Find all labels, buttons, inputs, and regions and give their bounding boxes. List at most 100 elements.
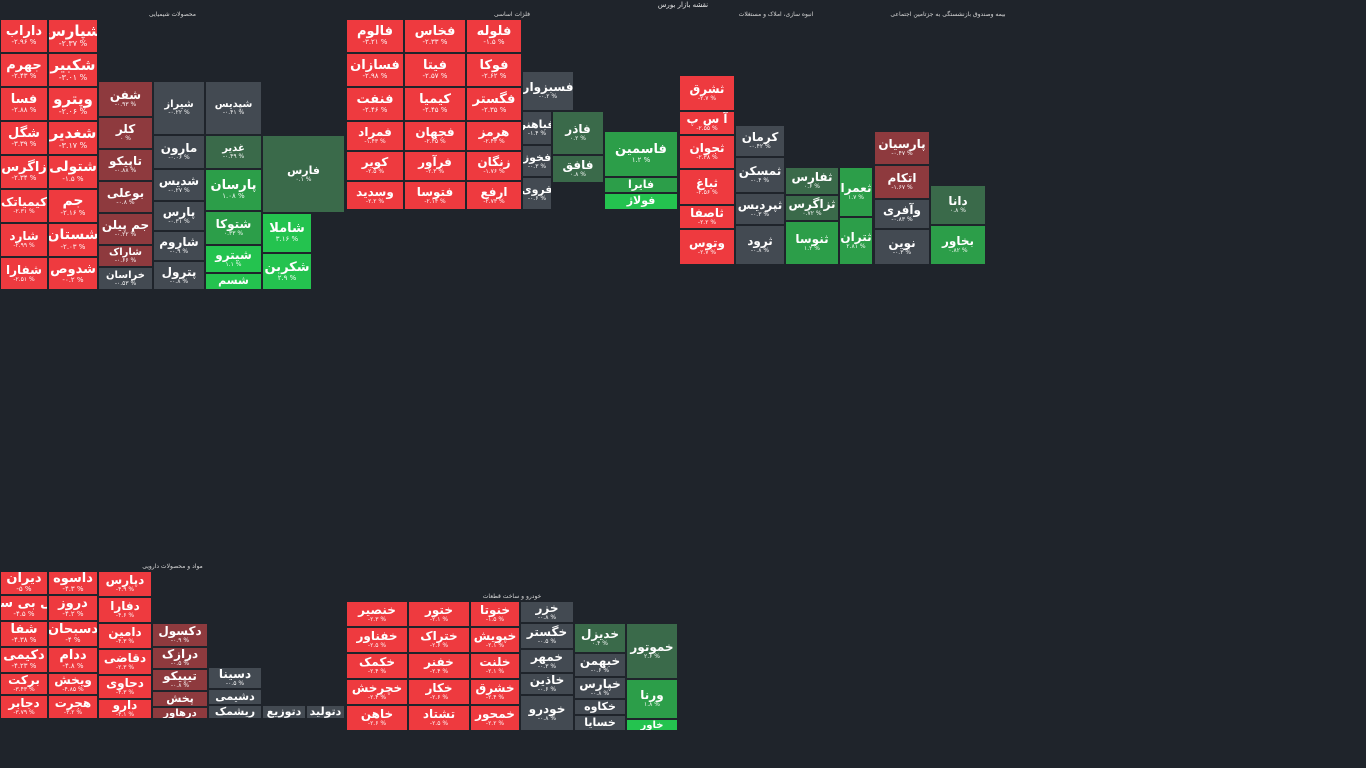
stock-tile[interactable]: فلوله -۱.۵ % (466, 19, 522, 53)
stock-tile[interactable]: دجابر -۳.۷۹ % (0, 695, 48, 719)
stock-tile[interactable]: خبهمن -۰.۶ % (574, 653, 626, 677)
stock-tile[interactable]: کلر ۰ % (98, 117, 153, 149)
stock-tile[interactable]: تاپیکو -۰.۸۸ % (98, 149, 153, 181)
stock-tile[interactable]: دسینا -۰.۵ % (208, 667, 262, 689)
stock-tile[interactable]: خراسان -۰.۵۳ % (98, 267, 153, 290)
stock-tile[interactable]: فایرا (604, 177, 678, 193)
stock-tile[interactable]: مارون -۰.۰۶ % (153, 135, 205, 169)
stock-tile[interactable]: پخش (152, 691, 208, 707)
stock-tile[interactable]: فرآور -۲.۳ % (404, 151, 466, 181)
stock-tile[interactable]: ختور -۲.۱ % (408, 601, 470, 627)
stock-tile[interactable]: فوکا -۲.۶۲ % (466, 53, 522, 87)
stock-tile[interactable]: فخاس -۲.۳۳ % (404, 19, 466, 53)
stock-tile[interactable]: ثفارس ۰.۶ % (785, 167, 839, 195)
stock-tile[interactable]: فنفت -۲.۴۶ % (346, 87, 404, 121)
stock-tile[interactable]: شیراز -۰.۲۲ % (153, 81, 205, 135)
stock-tile[interactable]: شاملا ۳.۱۶ % (262, 213, 312, 253)
stock-tile[interactable]: فسبزوار -۰.۲ % (522, 71, 574, 111)
stock-tile[interactable]: خموتور ۲.۶ % (626, 623, 678, 679)
stock-tile[interactable]: خمحور -۲.۲ % (470, 705, 520, 731)
stock-tile[interactable]: هجرت -۳.۲ % (48, 695, 98, 719)
stock-tile[interactable]: شاروم -۰.۹ % (153, 231, 205, 261)
stock-tile[interactable]: شسم (205, 273, 262, 290)
stock-tile[interactable]: خکمک -۲.۴ % (346, 653, 408, 679)
stock-tile[interactable]: برکت -۳.۴۳ % (0, 673, 48, 695)
stock-tile[interactable]: بخاور ۰.۸۲ % (930, 225, 986, 265)
stock-tile[interactable]: ثمسکن -۰.۴ % (735, 157, 785, 193)
stock-tile[interactable]: فاذر ۰.۲ % (552, 111, 604, 155)
stock-tile[interactable]: دتولید (306, 705, 345, 719)
stock-tile[interactable]: کیمیاتک -۲.۳۱ % (0, 189, 48, 223)
stock-tile[interactable]: وسدید -۲.۲ % (346, 181, 404, 210)
stock-tile[interactable]: جهرم -۲.۴۳ % (0, 53, 48, 87)
stock-tile[interactable]: ددام -۴.۸ % (48, 647, 98, 673)
stock-tile[interactable]: ورنا ۱.۸ % (626, 679, 678, 719)
stock-tile[interactable]: شفارا -۲.۵۱ % (0, 257, 48, 290)
stock-tile[interactable]: غدیر -۰.۴۹ % (205, 135, 262, 169)
stock-tile[interactable]: خپویش -۲.۱ % (470, 627, 520, 653)
stock-tile[interactable]: دیران -۵ % (0, 571, 48, 595)
stock-tile[interactable]: پارسیان -۰.۴۷ % (874, 131, 930, 165)
stock-tile[interactable]: شکبیر -۳.۰۱ % (48, 53, 98, 87)
stock-tile[interactable]: ثنوسا ۱.۲ % (785, 221, 839, 265)
stock-tile[interactable]: فولاژ (604, 193, 678, 210)
stock-tile[interactable]: خودرو -۰.۸ % (520, 695, 574, 731)
stock-tile[interactable]: کویر -۲.۵ % (346, 151, 404, 181)
stock-tile[interactable]: فگستر -۲.۳۵ % (466, 87, 522, 121)
stock-tile[interactable]: دشیمی (208, 689, 262, 705)
stock-tile[interactable]: خاذین -۰.۶ % (520, 673, 574, 695)
stock-tile[interactable]: شتولی -۱.۵ % (48, 155, 98, 189)
stock-tile[interactable]: فسازان -۲.۹۸ % (346, 53, 404, 87)
stock-tile[interactable]: نوین -۰.۳ % (874, 229, 930, 265)
stock-tile[interactable]: فروی -۰.۶ % (522, 177, 552, 210)
stock-tile[interactable]: فمراد -۱.۴۳ % (346, 121, 404, 151)
stock-tile[interactable]: خاور (626, 719, 678, 731)
stock-tile[interactable]: شدوص -۰.۲ % (48, 257, 98, 290)
stock-tile[interactable]: دفارا -۴.۶ % (98, 597, 152, 623)
stock-tile[interactable]: فالوم -۳.۲۱ % (346, 19, 404, 53)
stock-tile[interactable]: شپدیس -۰.۴۱ % (205, 81, 262, 135)
stock-tile[interactable]: فیتا -۲.۵۷ % (404, 53, 466, 87)
stock-tile[interactable]: وآفری -۰.۸۳ % (874, 199, 930, 229)
stock-tile[interactable]: درازک -۰.۵ % (152, 647, 208, 669)
stock-tile[interactable]: شستان -۲.۰۳ % (48, 223, 98, 257)
stock-tile[interactable]: دارو -۴.۱ % (98, 699, 152, 719)
stock-tile[interactable]: ثپردیس -۰.۳ % (735, 193, 785, 225)
stock-tile[interactable]: شیترو ۱.۱ % (205, 245, 262, 273)
stock-tile[interactable]: اتکام -۱.۶۷ % (874, 165, 930, 199)
stock-tile[interactable]: ثجوان -۲.۳۸ % (679, 135, 735, 169)
stock-tile[interactable]: دتوزیع (262, 705, 306, 719)
stock-tile[interactable]: کرمان -۰.۴۲ % (735, 125, 785, 157)
stock-tile[interactable]: شارد -۲.۹۹ % (0, 223, 48, 257)
stock-tile[interactable]: فسا -۲.۸۸ % (0, 87, 48, 121)
stock-tile[interactable]: خمهر -۰.۳ % (520, 649, 574, 673)
stock-tile[interactable]: درهآور (152, 707, 208, 719)
stock-tile[interactable]: کی بی سی-۴.۵ % (0, 595, 48, 621)
stock-tile[interactable]: شتوکا ۰.۳۳ % (205, 211, 262, 245)
stock-tile[interactable]: وتوس -۲.۷ % (679, 229, 735, 265)
stock-tile[interactable]: دامین -۴.۳ % (98, 623, 152, 649)
stock-tile[interactable]: خفناور -۲.۵ % (346, 627, 408, 653)
stock-tile[interactable]: فباهنر-۱.۴ % (522, 111, 552, 145)
stock-tile[interactable]: خاهن -۲.۶ % (346, 705, 408, 731)
stock-tile[interactable]: خگستر -۰.۵ % (520, 623, 574, 649)
stock-tile[interactable]: دقاضی -۲.۳ % (98, 649, 152, 675)
stock-tile[interactable]: هرمز -۲.۴۳ % (466, 121, 522, 151)
stock-tile[interactable]: ثزاگرس ۰.۷۲ % (785, 195, 839, 221)
stock-tile[interactable]: ثتران ۲.۸۱ % (839, 217, 873, 265)
stock-tile[interactable]: فخوز -۰.۳ % (522, 145, 552, 177)
stock-tile[interactable]: پارسان ۱.۰۸ % (205, 169, 262, 211)
stock-tile[interactable]: دکسول -۰.۹ % (152, 623, 208, 647)
stock-tile[interactable]: شدیس -۰.۲۷ % (153, 169, 205, 201)
stock-tile[interactable]: دانا ۰.۸ % (930, 185, 986, 225)
stock-tile[interactable]: وپترو -۲.۰۶ % (48, 87, 98, 121)
stock-tile[interactable]: ریشمک (208, 705, 262, 719)
stock-tile[interactable]: جم -۲.۱۶ % (48, 189, 98, 223)
stock-tile[interactable]: دکیمی -۴.۲۳ % (0, 647, 48, 673)
stock-tile[interactable]: خسایا (574, 715, 626, 731)
stock-tile[interactable]: خدیزل ۰.۴ % (574, 623, 626, 653)
stock-tile[interactable]: دسبحان -۴ % (48, 621, 98, 647)
stock-tile[interactable]: دپارس -۴.۹ % (98, 571, 152, 597)
stock-tile[interactable]: ثعمرا ۱.۷ % (839, 167, 873, 217)
stock-tile[interactable]: شفا -۴.۳۸ % (0, 621, 48, 647)
